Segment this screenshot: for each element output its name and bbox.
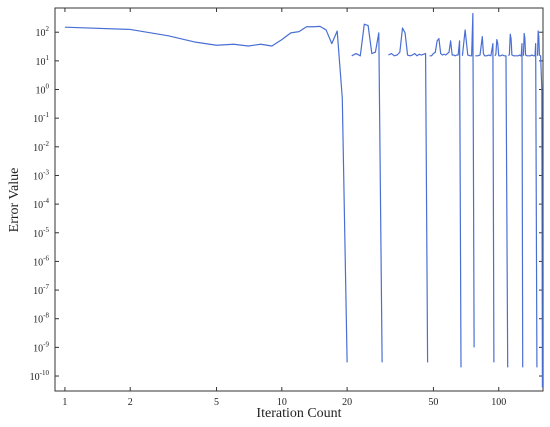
- y-axis-title: Error Value: [7, 168, 22, 233]
- y-tick-label: 100: [36, 83, 50, 97]
- series-line-segment: [64, 25, 348, 363]
- x-tick-label: 2: [128, 397, 133, 408]
- x-axis-title: Iteration Count: [256, 406, 341, 421]
- y-tick-label: 10-4: [33, 197, 49, 211]
- y-tick-label: 10-10: [30, 369, 50, 383]
- y-tick-label: 10-9: [33, 340, 49, 354]
- y-tick-label: 10-5: [33, 226, 49, 240]
- series-line-segment: [388, 27, 429, 363]
- y-tick-label: 101: [36, 54, 50, 68]
- series-line-segment: [461, 12, 475, 348]
- y-tick-label: 10-7: [33, 283, 49, 297]
- y-tick-label: 10-1: [33, 111, 49, 125]
- x-tick-label: 5: [214, 397, 219, 408]
- series-line-segment: [522, 32, 538, 368]
- x-tick-label: 10: [277, 397, 287, 408]
- y-tick-label: 102: [36, 25, 50, 39]
- series-line-segment: [429, 37, 462, 368]
- series-line-segment: [508, 33, 524, 368]
- x-tick-label: 20: [342, 397, 352, 408]
- plot-area: [54, 7, 544, 392]
- x-tick-label: 1: [62, 397, 67, 408]
- x-axis-ticks: 1 2 5 10 20 50 100: [62, 8, 506, 408]
- y-tick-label: 10-6: [33, 254, 49, 268]
- series-line-segment: [494, 39, 509, 368]
- series-line-segment: [351, 23, 383, 363]
- y-tick-label: 10-3: [33, 168, 49, 182]
- y-tick-label: 10-8: [33, 312, 49, 326]
- y-tick-label: 10-2: [33, 140, 49, 154]
- series-group: [64, 12, 544, 388]
- series-line-segment: [475, 36, 495, 363]
- series-line-segment: [536, 30, 544, 388]
- x-tick-label: 50: [428, 397, 438, 408]
- x-tick-label: 100: [491, 397, 506, 408]
